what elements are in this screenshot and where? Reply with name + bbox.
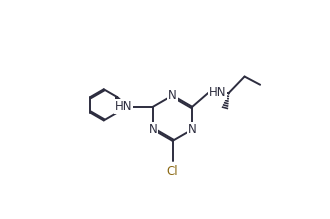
Text: N: N [168,89,177,102]
Text: HN: HN [115,100,132,113]
Text: HN: HN [209,86,226,99]
Text: N: N [148,123,157,136]
Text: Cl: Cl [167,165,179,178]
Text: N: N [188,123,197,136]
